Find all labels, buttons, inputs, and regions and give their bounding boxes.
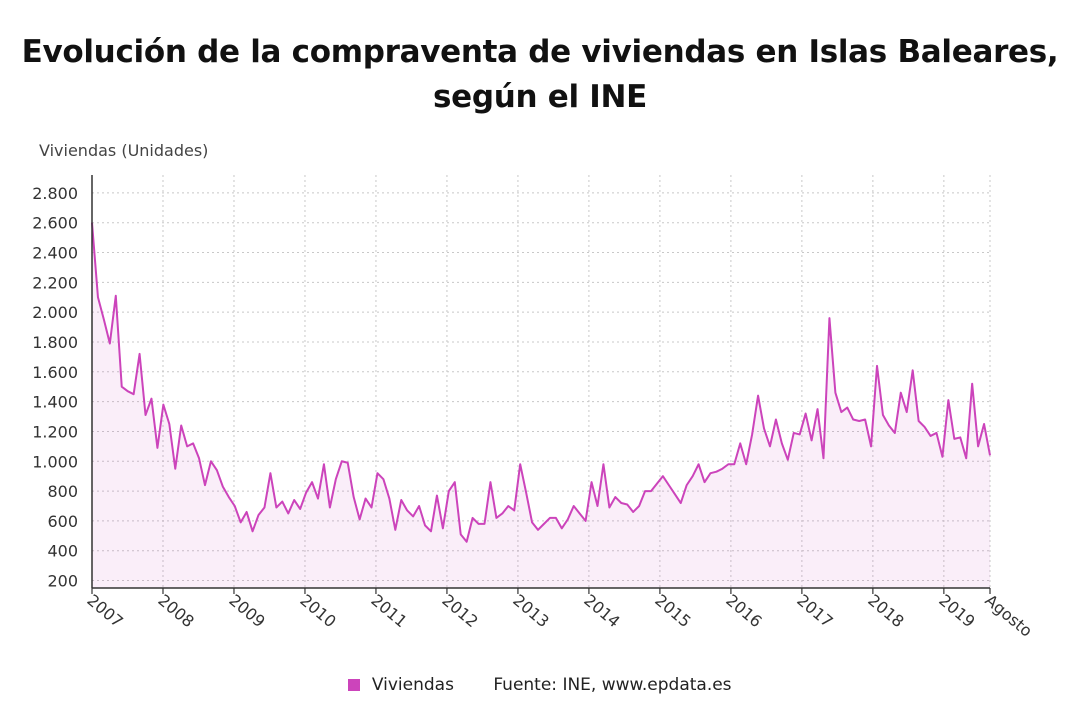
y-tick-label: 2.800 [32, 184, 78, 203]
x-tick-label: Agosto [981, 591, 1036, 641]
y-tick-label: 400 [47, 542, 78, 561]
y-tick-label: 600 [47, 512, 78, 531]
x-tick-label: 2016 [722, 591, 765, 632]
x-tick-label: 2007 [83, 591, 126, 632]
y-tick-label: 2.400 [32, 244, 78, 263]
x-tick-label: 2019 [935, 591, 978, 632]
chart-title: Evolución de la compraventa de viviendas… [0, 30, 1080, 120]
series-area-viviendas [92, 222, 990, 588]
y-tick-label: 2.200 [32, 273, 78, 292]
x-tick-label: 2010 [296, 591, 339, 632]
series-area-layer [92, 222, 990, 588]
x-tick-label: 2013 [509, 591, 552, 632]
y-tick-labels: 200 400 600 800 1.000 1.200 1.400 1.600 1.800 2.0… [32, 184, 78, 591]
legend: Viviendas Fuente: INE, www.epdata.es [0, 675, 1080, 695]
chart-title-line1: Evolución de la compraventa de viviendas… [21, 34, 1059, 70]
chart-title-line2: según el INE [432, 79, 648, 115]
y-tick-label: 200 [47, 572, 78, 591]
y-tick-label: 1.800 [32, 333, 78, 352]
x-tick-label: 2014 [580, 591, 623, 632]
y-tick-label: 1.200 [32, 422, 78, 441]
y-tick-label: 2.600 [32, 214, 78, 233]
series-line-viviendas [91, 222, 991, 543]
y-tick-label: 800 [47, 482, 78, 501]
legend-swatch [348, 679, 361, 691]
x-tick-label: 2017 [793, 591, 836, 632]
legend-label: Viviendas [371, 675, 454, 695]
y-tick-label: 1.000 [32, 452, 78, 471]
x-tick-label: 2009 [225, 591, 268, 632]
y-axis-label: Viviendas (Unidades) [39, 141, 209, 160]
x-tick-label: 2018 [864, 591, 907, 632]
x-tick-label: 2012 [438, 591, 481, 632]
series-line-layer [91, 222, 991, 543]
x-tick-label: 2015 [651, 591, 694, 632]
axes [91, 175, 991, 594]
source-note: Fuente: INE, www.epdata.es [493, 675, 732, 695]
x-tick-label: 2011 [367, 591, 410, 632]
x-tick-label: 2008 [154, 591, 197, 632]
y-tick-label: 1.400 [32, 393, 78, 412]
x-tick-labels: 2007 2008 2009 2010 2011 2012 2013 2014 2015 2016… [83, 591, 1036, 641]
y-tick-label: 1.600 [32, 363, 78, 382]
y-tick-label: 2.000 [32, 303, 78, 322]
grid-lines [91, 175, 991, 588]
